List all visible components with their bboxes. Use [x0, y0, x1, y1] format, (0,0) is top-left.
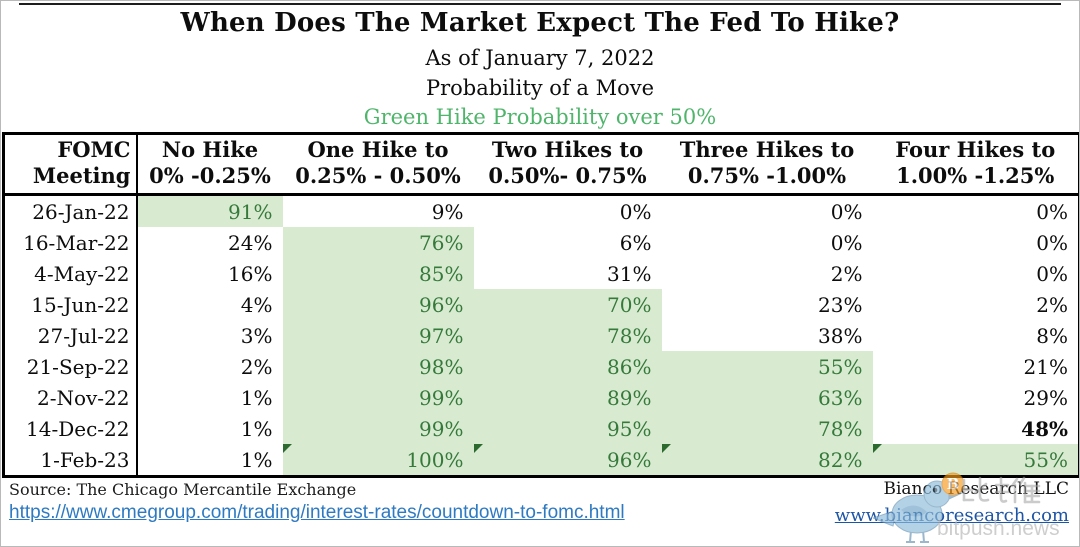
- subtitle-as-of-date: As of January 7, 2022: [425, 46, 655, 70]
- probability-cell: 63%: [661, 382, 873, 413]
- company-url-link[interactable]: www.biancoresearch.com: [834, 505, 1069, 526]
- column-header-three-hikes: Three Hikes to 0.75% -1.00%: [679, 137, 855, 188]
- probability-cell: 0%: [830, 199, 863, 224]
- table-row: 27-Jul-22 3% 97% 78% 38% 8%: [3, 320, 1080, 351]
- probability-cell: 55%: [872, 444, 1079, 477]
- subtitle-probability: Probability of a Move: [425, 76, 655, 100]
- probability-cell: 76%: [282, 227, 474, 258]
- page-title: When Does The Market Expect The Fed To H…: [180, 8, 900, 38]
- probability-cell: 86%: [473, 351, 662, 382]
- corner-flag-icon: [661, 444, 671, 453]
- source-url-link[interactable]: https://www.cmegroup.com/trading/interes…: [9, 502, 625, 523]
- probability-cell: 91%: [136, 194, 283, 227]
- table-row: 15-Jun-22 4% 96% 70% 23% 2%: [3, 289, 1080, 320]
- probability-cell: 16%: [228, 261, 273, 286]
- probability-cell: 48%: [1021, 416, 1068, 441]
- source-label: Source: The Chicago Mercantile Exchange: [9, 480, 357, 499]
- meeting-date-cell: 14-Dec-22: [3, 413, 138, 444]
- probability-cell: 55%: [661, 351, 873, 382]
- probability-cell: 3%: [240, 323, 273, 348]
- probability-cell: 99%: [282, 382, 474, 413]
- probability-cell: 96%: [473, 444, 662, 477]
- probability-cell: 0%: [619, 199, 652, 224]
- probability-cell: 89%: [473, 382, 662, 413]
- probability-cell: 85%: [282, 258, 474, 289]
- probability-cell: 38%: [818, 323, 863, 348]
- table-row: 21-Sep-22 2% 98% 86% 55% 21%: [3, 351, 1080, 382]
- column-header-four-hikes: Four Hikes to 1.00% -1.25%: [895, 137, 1056, 188]
- table-row: 4-May-22 16% 85% 31% 2% 0%: [3, 258, 1080, 289]
- table-row: 16-Mar-22 24% 76% 6% 0% 0%: [3, 227, 1080, 258]
- probability-cell: 2%: [830, 261, 863, 286]
- table-row: 1-Feb-23 1% 100% 96% 82% 55%: [3, 444, 1079, 477]
- table-row: 14-Dec-22 1% 99% 95% 78% 48%: [3, 413, 1080, 444]
- probability-cell: 0%: [1036, 261, 1068, 286]
- probability-cell: 2%: [240, 354, 273, 379]
- probability-cell: 23%: [818, 292, 863, 317]
- table-header-row: FOMC Meeting No Hike 0% -0.25% One Hike …: [3, 133, 1079, 195]
- probability-cell: 0%: [830, 230, 863, 255]
- probability-cell: 9%: [431, 199, 464, 224]
- meeting-date-cell: 26-Jan-22: [3, 194, 138, 227]
- meeting-date-cell: 4-May-22: [3, 258, 138, 289]
- probability-cell: 78%: [661, 413, 873, 444]
- probability-cell: 96%: [282, 289, 474, 320]
- column-header-one-hike: One Hike to 0.25% - 0.50%: [295, 137, 461, 188]
- probability-cell: 31%: [607, 261, 652, 286]
- meeting-date-cell: 16-Mar-22: [3, 227, 138, 258]
- probability-cell: 82%: [661, 444, 873, 477]
- probability-cell: 78%: [473, 320, 662, 351]
- table-row: 26-Jan-22 91% 9% 0% 0% 0%: [3, 194, 1080, 227]
- meeting-date-cell: 21-Sep-22: [3, 351, 138, 382]
- probability-cell: 8%: [1036, 323, 1068, 348]
- corner-flag-icon: [872, 444, 882, 453]
- probability-cell: 24%: [228, 230, 273, 255]
- subtitle-green-legend: Green Hike Probability over 50%: [363, 105, 717, 129]
- company-name: Bianco Research LLC: [883, 479, 1069, 499]
- column-header-two-hikes: Two Hikes to 0.50%- 0.75%: [488, 137, 647, 188]
- probability-cell: 70%: [473, 289, 662, 320]
- probability-cell: 0%: [1036, 230, 1068, 255]
- probability-cell: 2%: [1036, 292, 1068, 317]
- probability-cell: 1%: [240, 416, 273, 441]
- probability-cell: 21%: [1023, 354, 1068, 379]
- probability-cell: 1%: [240, 447, 273, 472]
- table-row: 2-Nov-22 1% 99% 89% 63% 29%: [3, 382, 1080, 413]
- probability-cell: 98%: [282, 351, 474, 382]
- meeting-date-cell: 27-Jul-22: [3, 320, 138, 351]
- probability-cell: 95%: [473, 413, 662, 444]
- meeting-date-cell: 1-Feb-23: [3, 444, 138, 477]
- corner-flag-icon: [282, 444, 292, 453]
- probability-cell: 100%: [282, 444, 474, 477]
- fomc-probability-table: FOMC Meeting No Hike 0% -0.25% One Hike …: [2, 132, 1080, 478]
- meeting-date-cell: 15-Jun-22: [3, 289, 138, 320]
- probability-cell: 1%: [240, 385, 273, 410]
- column-header-fomc-meeting: FOMC Meeting: [3, 133, 138, 195]
- top-divider: [19, 3, 1061, 5]
- probability-cell: 29%: [1023, 385, 1068, 410]
- probability-cell: 6%: [619, 230, 652, 255]
- corner-flag-icon: [473, 444, 483, 453]
- probability-cell: 99%: [282, 413, 474, 444]
- probability-cell: 4%: [240, 292, 273, 317]
- probability-cell: 0%: [1036, 199, 1068, 224]
- column-header-no-hike: No Hike 0% -0.25%: [149, 137, 271, 188]
- probability-cell: 97%: [282, 320, 474, 351]
- meeting-date-cell: 2-Nov-22: [3, 382, 138, 413]
